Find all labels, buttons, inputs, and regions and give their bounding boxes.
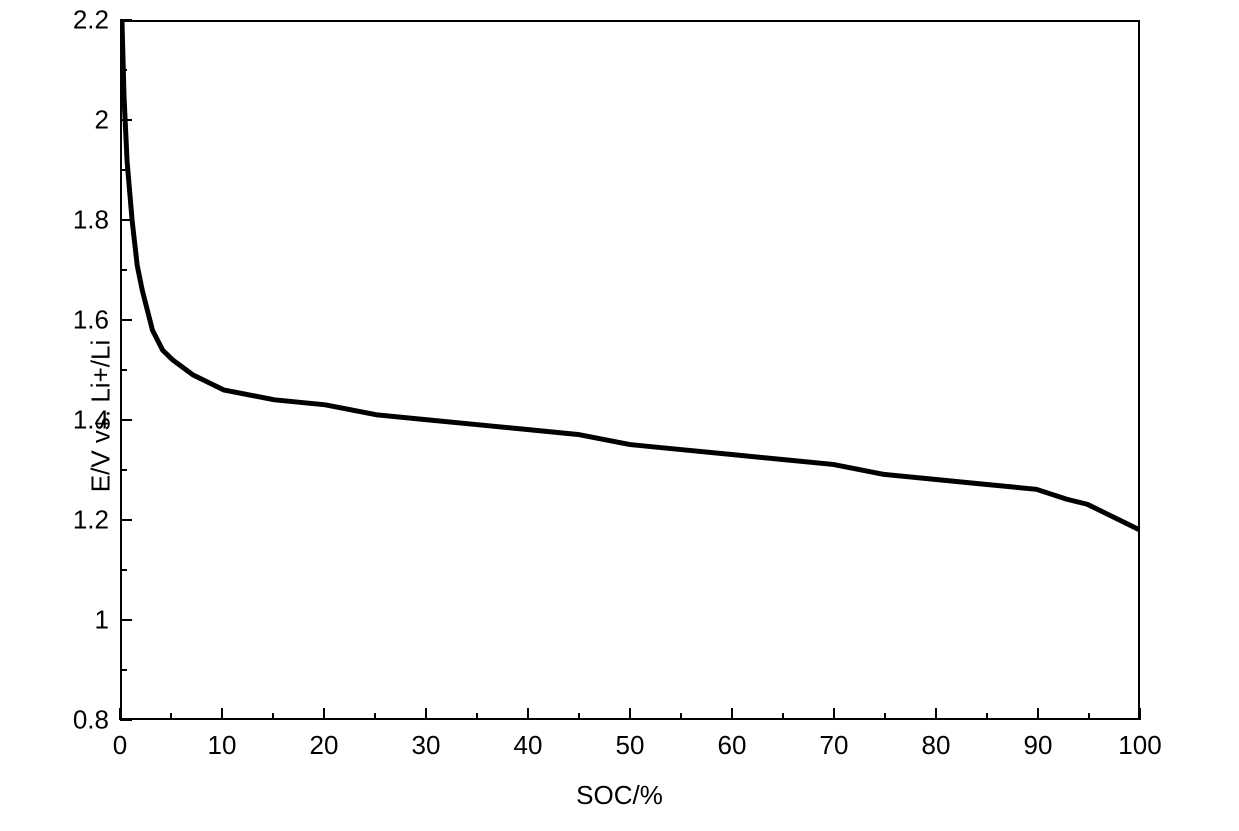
x-tick-minor bbox=[986, 713, 988, 720]
y-tick-major bbox=[120, 519, 132, 521]
y-tick-minor bbox=[120, 569, 127, 571]
y-tick-minor bbox=[120, 69, 127, 71]
plot-border bbox=[120, 20, 1140, 720]
y-tick-label: 2.2 bbox=[73, 5, 109, 36]
y-tick-minor bbox=[120, 269, 127, 271]
x-tick-label: 0 bbox=[113, 730, 127, 761]
x-tick-major bbox=[221, 708, 223, 720]
x-tick-label: 20 bbox=[310, 730, 339, 761]
y-tick-major bbox=[120, 719, 132, 721]
x-tick-label: 70 bbox=[820, 730, 849, 761]
y-tick-label: 1.4 bbox=[73, 405, 109, 436]
y-tick-major bbox=[120, 19, 132, 21]
x-tick-minor bbox=[782, 713, 784, 720]
y-tick-label: 1.8 bbox=[73, 205, 109, 236]
line-curve bbox=[122, 22, 1138, 718]
y-tick-major bbox=[120, 319, 132, 321]
x-tick-major bbox=[935, 708, 937, 720]
x-axis-label: SOC/% bbox=[576, 780, 663, 811]
y-tick-major bbox=[120, 219, 132, 221]
y-tick-minor bbox=[120, 469, 127, 471]
y-tick-major bbox=[120, 619, 132, 621]
x-tick-major bbox=[323, 708, 325, 720]
y-tick-label: 2 bbox=[95, 105, 109, 136]
x-tick-minor bbox=[1088, 713, 1090, 720]
y-tick-label: 1 bbox=[95, 605, 109, 636]
y-tick-label: 1.6 bbox=[73, 305, 109, 336]
x-tick-minor bbox=[680, 713, 682, 720]
x-tick-minor bbox=[476, 713, 478, 720]
y-tick-label: 0.8 bbox=[73, 705, 109, 736]
x-tick-major bbox=[731, 708, 733, 720]
y-tick-major bbox=[120, 419, 132, 421]
x-tick-label: 60 bbox=[718, 730, 747, 761]
x-tick-label: 50 bbox=[616, 730, 645, 761]
x-tick-label: 100 bbox=[1118, 730, 1161, 761]
x-tick-label: 30 bbox=[412, 730, 441, 761]
x-tick-major bbox=[425, 708, 427, 720]
x-tick-major bbox=[1139, 708, 1141, 720]
x-tick-minor bbox=[884, 713, 886, 720]
x-tick-label: 40 bbox=[514, 730, 543, 761]
x-tick-label: 10 bbox=[208, 730, 237, 761]
x-tick-major bbox=[527, 708, 529, 720]
x-tick-major bbox=[1037, 708, 1039, 720]
x-tick-label: 80 bbox=[922, 730, 951, 761]
y-tick-label: 1.2 bbox=[73, 505, 109, 536]
x-tick-label: 90 bbox=[1024, 730, 1053, 761]
x-tick-major bbox=[119, 708, 121, 720]
x-tick-minor bbox=[170, 713, 172, 720]
x-tick-minor bbox=[272, 713, 274, 720]
x-tick-minor bbox=[578, 713, 580, 720]
chart-plot-area bbox=[120, 20, 1140, 720]
y-tick-minor bbox=[120, 669, 127, 671]
x-tick-major bbox=[833, 708, 835, 720]
x-tick-major bbox=[629, 708, 631, 720]
y-tick-minor bbox=[120, 169, 127, 171]
y-tick-major bbox=[120, 119, 132, 121]
y-tick-minor bbox=[120, 369, 127, 371]
x-tick-minor bbox=[374, 713, 376, 720]
